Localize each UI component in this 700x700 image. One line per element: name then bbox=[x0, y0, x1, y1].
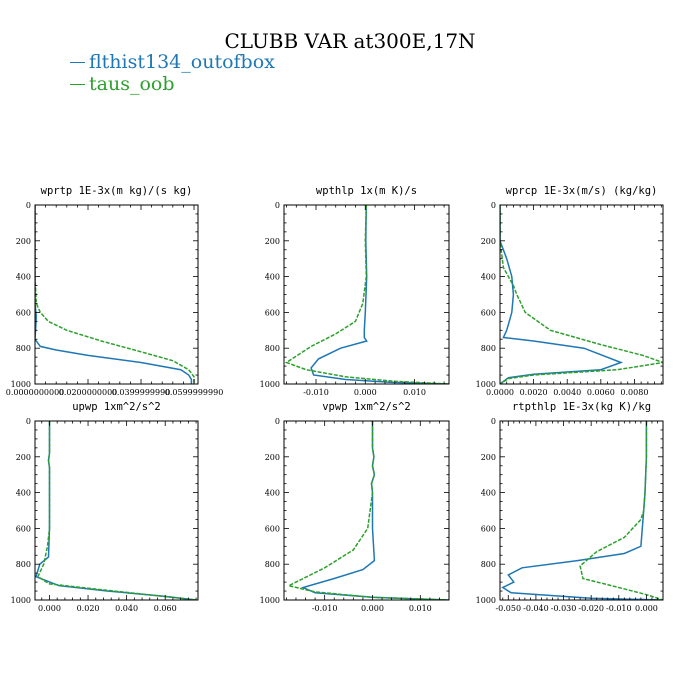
legend-swatch-taus-oob bbox=[70, 83, 85, 85]
y-tick-label: 1000 bbox=[260, 596, 280, 605]
y-tick-label: 400 bbox=[16, 489, 31, 498]
x-tick-label: -0.020 bbox=[578, 604, 604, 613]
y-tick-label: 800 bbox=[16, 344, 31, 353]
panel-title: vpwp 1xm^2/s^2 bbox=[322, 401, 411, 413]
y-tick-label: 1000 bbox=[476, 596, 496, 605]
series-line-taus-oob bbox=[284, 205, 449, 384]
y-tick-label: 400 bbox=[481, 489, 496, 498]
x-tick-label: 0.000 bbox=[354, 388, 377, 397]
x-tick-label: -0.010 bbox=[606, 604, 632, 613]
chart-title: CLUBB VAR at300E,17N bbox=[224, 29, 476, 53]
panel-2: wpthlp 1x(m K)/s 0 200 400 600 800 1000 -0.010 0… bbox=[260, 185, 450, 397]
plot-frame bbox=[283, 420, 450, 601]
y-tick-label: 800 bbox=[265, 560, 280, 569]
x-tick-label: 0.010 bbox=[409, 604, 432, 613]
y-tick-label: 600 bbox=[265, 308, 280, 317]
legend-swatch-flthist134 bbox=[70, 61, 85, 63]
y-tick-label: 200 bbox=[481, 453, 496, 462]
y-tick-label: 0 bbox=[275, 417, 280, 426]
y-tick-label: 600 bbox=[481, 308, 496, 317]
y-tick-label: 600 bbox=[16, 308, 31, 317]
panel-title: wprtp 1E-3x(m kg)/(s kg) bbox=[41, 185, 193, 197]
panel-title: upwp 1xm^2/s^2 bbox=[72, 401, 161, 413]
y-tick-label: 200 bbox=[16, 237, 31, 246]
series-line-flthist134 bbox=[300, 421, 449, 600]
x-tick-label: 0.020 bbox=[77, 604, 100, 613]
series-line-taus-oob bbox=[36, 421, 197, 600]
series-line-taus-oob bbox=[579, 421, 663, 600]
panel-3: wprcp 1E-3x(m/s) (kg/kg) 0 200 400 600 800 100… bbox=[476, 185, 664, 397]
y-tick-label: 0 bbox=[491, 201, 496, 210]
y-tick-label: 0 bbox=[491, 417, 496, 426]
panel-title: wpthlp 1x(m K)/s bbox=[316, 185, 417, 197]
series-line-flthist134 bbox=[310, 205, 449, 384]
y-tick-label: 400 bbox=[16, 273, 31, 282]
y-tick-label: 400 bbox=[265, 273, 280, 282]
y-tick-label: 200 bbox=[481, 237, 496, 246]
y-tick-label: 0 bbox=[275, 201, 280, 210]
series-line-flthist134 bbox=[35, 205, 193, 384]
legend-item-taus-oob: taus_oob bbox=[70, 73, 275, 95]
x-tick-label: 0.0000000000 bbox=[6, 388, 65, 397]
y-tick-label: 800 bbox=[265, 344, 280, 353]
legend-item-flthist134: flthist134_outofbox bbox=[70, 51, 275, 73]
y-tick-label: 800 bbox=[16, 560, 31, 569]
panel-1: wprtp 1E-3x(m kg)/(s kg) 0 200 400 600 800 100… bbox=[6, 185, 224, 397]
x-tick-label: 0.0200000000 bbox=[59, 388, 118, 397]
x-tick-label: -0.050 bbox=[495, 604, 521, 613]
legend-label-taus-oob: taus_oob bbox=[89, 73, 175, 95]
x-tick-label: 0.000 bbox=[635, 604, 658, 613]
x-tick-label: 0.000 bbox=[361, 604, 384, 613]
y-tick-label: 1000 bbox=[476, 380, 496, 389]
y-tick-label: 800 bbox=[481, 560, 496, 569]
x-tick-label: -0.010 bbox=[303, 388, 329, 397]
plot-frame bbox=[499, 204, 664, 385]
x-tick-label: 0.000 bbox=[38, 604, 61, 613]
y-tick-label: 800 bbox=[481, 344, 496, 353]
y-tick-label: 400 bbox=[265, 489, 280, 498]
x-tick-label: 0.0040 bbox=[553, 388, 581, 397]
y-tick-label: 0 bbox=[26, 417, 31, 426]
y-tick-label: 200 bbox=[265, 453, 280, 462]
x-tick-label: 0.010 bbox=[403, 388, 426, 397]
y-tick-label: 600 bbox=[265, 524, 280, 533]
x-tick-label: -0.030 bbox=[551, 604, 577, 613]
panel-4: upwp 1xm^2/s^2 0 200 400 600 800 1000 0.000 0.02… bbox=[11, 401, 199, 613]
series-line-flthist134 bbox=[35, 421, 197, 600]
x-tick-label: 0.0080 bbox=[620, 388, 648, 397]
y-tick-label: 400 bbox=[481, 273, 496, 282]
series-line-flthist134 bbox=[500, 205, 624, 384]
x-tick-label: 0.0060 bbox=[587, 388, 615, 397]
x-tick-label: 0.0020 bbox=[520, 388, 548, 397]
series-line-taus-oob bbox=[286, 421, 449, 600]
panel-5: vpwp 1xm^2/s^2 0 200 400 600 800 1000 -0.010 0.0… bbox=[260, 401, 450, 613]
x-tick-label: -0.040 bbox=[523, 604, 549, 613]
y-tick-label: 600 bbox=[481, 524, 496, 533]
x-tick-label: 0.0599999990 bbox=[165, 388, 224, 397]
plot-frame bbox=[34, 204, 199, 385]
x-tick-label: 0.0399999990 bbox=[112, 388, 171, 397]
x-tick-label: 0.040 bbox=[115, 604, 138, 613]
y-tick-label: 1000 bbox=[11, 380, 31, 389]
y-tick-label: 1000 bbox=[11, 596, 31, 605]
y-tick-label: 200 bbox=[265, 237, 280, 246]
panel-title: rtpthlp 1E-3x(kg K)/kg bbox=[512, 401, 651, 413]
x-tick-label: 0.0000 bbox=[486, 388, 514, 397]
x-tick-label: 0.060 bbox=[154, 604, 177, 613]
series-line-taus-oob bbox=[35, 205, 195, 384]
series-line-flthist134 bbox=[501, 421, 663, 600]
y-tick-label: 600 bbox=[16, 524, 31, 533]
legend: flthist134_outofbox taus_oob bbox=[70, 51, 275, 95]
plot-frame bbox=[34, 420, 199, 601]
x-tick-label: -0.010 bbox=[312, 604, 338, 613]
y-tick-label: 200 bbox=[16, 453, 31, 462]
series-line-taus-oob bbox=[500, 205, 663, 384]
panel-6: rtpthlp 1E-3x(kg K)/kg02004006008001000-… bbox=[476, 401, 664, 613]
y-tick-label: 1000 bbox=[260, 380, 280, 389]
legend-label-flthist134: flthist134_outofbox bbox=[89, 51, 275, 73]
y-tick-label: 0 bbox=[26, 201, 31, 210]
panel-title: wprcp 1E-3x(m/s) (kg/kg) bbox=[506, 185, 658, 197]
